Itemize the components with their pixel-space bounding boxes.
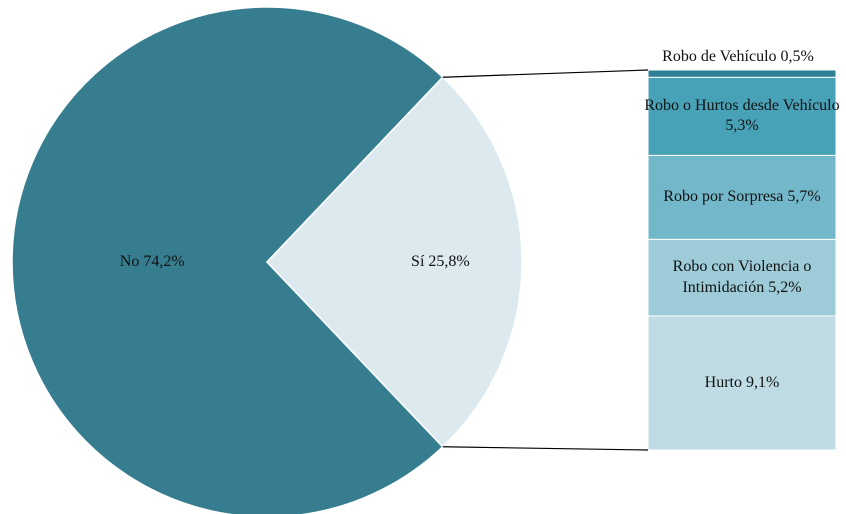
value-label: 5,3% <box>725 117 759 135</box>
pie-slice <box>265 76 523 448</box>
value-label: 0,5% <box>780 47 814 65</box>
value-label: 5,7% <box>787 188 821 205</box>
data-label: Robo con Violencia o Intimidación 5,2% <box>638 239 846 316</box>
category-label: No <box>119 252 140 270</box>
category-label: Robo de Vehículo <box>662 47 777 65</box>
data-label: Robo de Vehículo 0,5% <box>630 46 846 68</box>
value-label: 5,2% <box>768 278 802 296</box>
data-label: No 74,2% <box>72 247 232 277</box>
data-label: Robo por Sorpresa 5,7% <box>638 155 846 239</box>
bar-segment <box>647 238 837 317</box>
connector-line <box>442 69 649 78</box>
category-label: Sí <box>411 252 425 270</box>
category-label: Hurto <box>704 373 742 391</box>
data-label: Hurto 9,1% <box>638 316 846 450</box>
value-label: 25,8% <box>428 252 470 270</box>
category-label: Robo por Sorpresa <box>663 188 784 205</box>
pie-slice <box>11 6 444 514</box>
bar-segment <box>647 315 837 451</box>
value-label: 9,1% <box>746 373 780 391</box>
bar-segment <box>647 154 837 240</box>
value-label: 74,2% <box>143 252 185 270</box>
connector-line <box>442 446 649 451</box>
category-label: Robo o Hurtos desde Vehículo <box>644 96 840 114</box>
bar-segment <box>647 69 837 78</box>
data-label: Robo o Hurtos desde Vehículo 5,3% <box>638 77 846 155</box>
category-label: Robo con Violencia o Intimidación <box>672 257 812 296</box>
data-label: Sí 25,8% <box>360 247 520 277</box>
